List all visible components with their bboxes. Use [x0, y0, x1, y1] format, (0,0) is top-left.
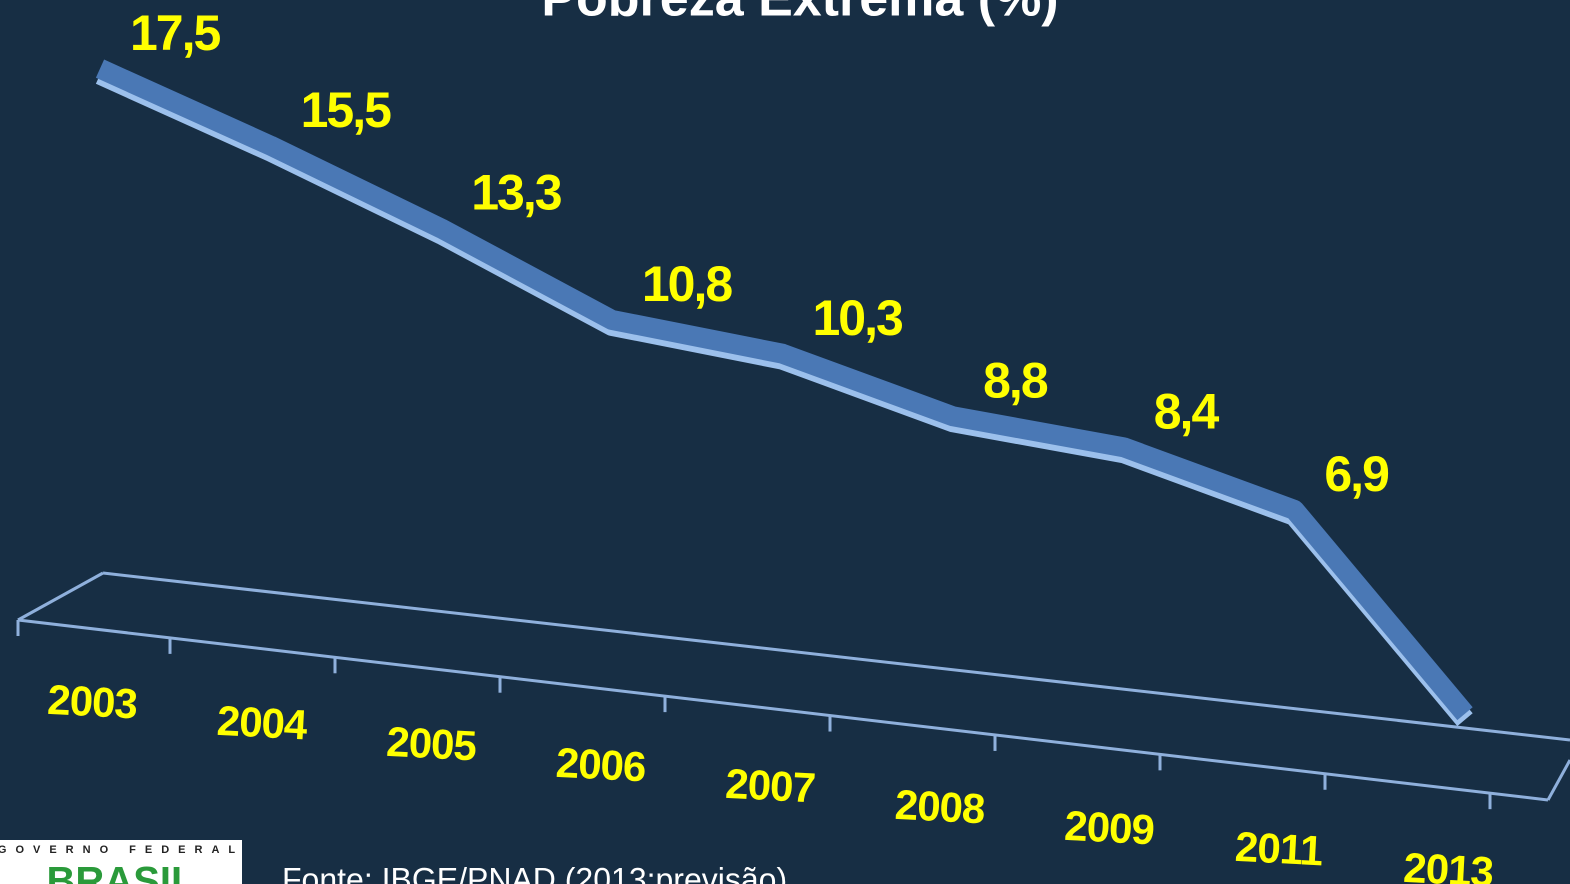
line [95, 59, 1473, 721]
floor-front-edge [17, 618, 1549, 802]
data-label: 10,8 [642, 256, 733, 312]
floor-side-edge [1546, 759, 1570, 801]
data-label: 10,3 [813, 290, 903, 346]
floor [16, 571, 1570, 802]
floor-back-edge [102, 571, 1570, 742]
x-tick-label: 2013 [1402, 844, 1494, 884]
x-tick-label: 2007 [724, 760, 816, 812]
chart-title: Pobreza Extrema (%) [541, 0, 1058, 28]
data-label: 13,3 [471, 165, 561, 221]
x-tick-label: 2003 [46, 676, 138, 728]
x-tick-label: 2004 [216, 697, 309, 749]
data-label: 8,4 [1154, 383, 1220, 439]
logo-top: GOVERNO FEDERAL [0, 844, 244, 856]
data-label: 8,8 [983, 353, 1048, 409]
x-tick-label: 2009 [1063, 802, 1155, 854]
data-label: 6,9 [1324, 446, 1388, 502]
data-label: 15,5 [301, 82, 392, 138]
x-tick-label: 2011 [1234, 823, 1324, 875]
source: Fonte: IBGE/PNAD (2013:previsão) [282, 861, 787, 884]
x-tick-label: 2005 [385, 718, 477, 770]
floor-side-edge [17, 571, 104, 622]
x-tick-label: 2008 [894, 781, 986, 833]
data-label: 17,5 [130, 5, 221, 61]
logo: GOVERNO FEDERAL BRASIL [0, 840, 244, 884]
logo-name: BRASIL [47, 860, 196, 884]
logo-box [0, 840, 242, 884]
x-tick-label: 2006 [555, 739, 647, 791]
